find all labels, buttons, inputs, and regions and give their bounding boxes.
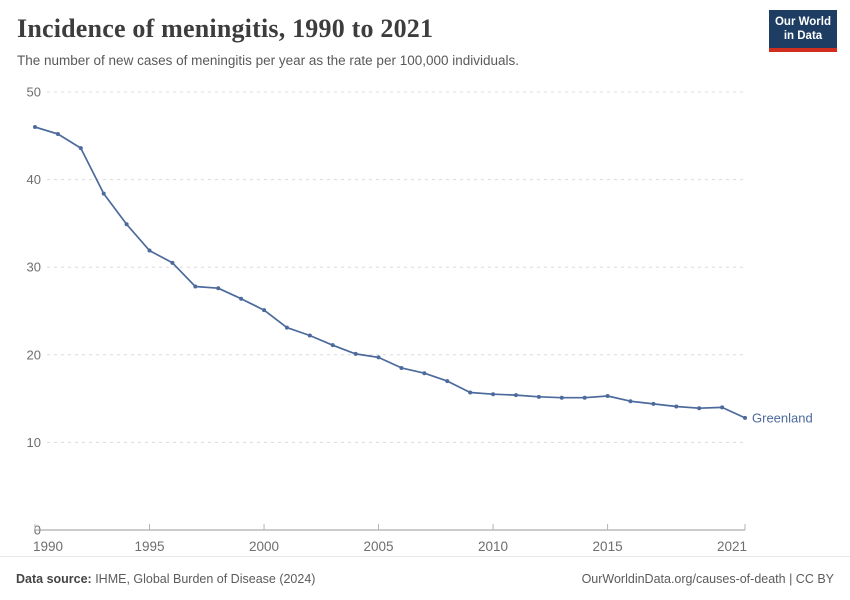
data-source-note: Data source: IHME, Global Burden of Dise… <box>16 572 315 586</box>
data-point <box>445 379 450 384</box>
owid-logo[interactable]: Our World in Data <box>769 10 837 52</box>
y-axis-tick-label: 10 <box>27 435 41 450</box>
y-axis-tick-label: 50 <box>27 85 41 100</box>
x-axis-tick-label: 2010 <box>478 539 508 554</box>
chart-footer: Data source: IHME, Global Burden of Dise… <box>0 556 850 600</box>
data-source-text: IHME, Global Burden of Disease (2024) <box>91 571 316 586</box>
page-title: Incidence of meningitis, 1990 to 2021 <box>17 14 434 43</box>
x-axis-tick-label: 2015 <box>593 539 623 554</box>
data-point <box>376 355 381 360</box>
data-source-label: Data source: <box>16 571 92 586</box>
data-point <box>216 286 221 291</box>
data-point <box>559 395 564 400</box>
y-axis-tick-label: 30 <box>27 260 41 275</box>
data-point <box>170 260 175 265</box>
data-point <box>193 284 198 289</box>
data-point <box>468 390 473 395</box>
y-axis-tick-label: 40 <box>27 172 41 187</box>
data-point <box>399 365 404 370</box>
data-point <box>353 351 358 356</box>
data-point <box>307 333 312 338</box>
data-point <box>628 399 633 404</box>
data-point <box>743 415 747 420</box>
x-axis-tick-label: 2005 <box>364 539 394 554</box>
data-point <box>491 392 496 397</box>
x-axis-tick-label: 2000 <box>249 539 279 554</box>
data-point <box>422 371 427 376</box>
x-axis-tick-label: 1990 <box>33 539 63 554</box>
owid-logo-line2: in Data <box>783 30 823 43</box>
owid-citation-link[interactable]: OurWorldinData.org/causes-of-death | CC … <box>581 571 834 586</box>
data-point <box>330 343 335 348</box>
data-point <box>605 393 610 398</box>
data-point <box>262 308 267 313</box>
data-point <box>33 125 37 130</box>
chart-header: Incidence of meningitis, 1990 to 2021 Th… <box>17 14 750 68</box>
series-end-label-greenland[interactable]: Greenland <box>752 410 813 425</box>
data-point <box>720 405 725 410</box>
y-axis-tick-label: 20 <box>27 347 41 362</box>
data-point <box>536 394 541 399</box>
data-point <box>124 222 129 227</box>
data-point <box>513 393 518 398</box>
data-point <box>582 395 587 400</box>
data-point <box>674 404 679 409</box>
x-axis-tick-label: 1995 <box>134 539 164 554</box>
data-point <box>697 406 702 411</box>
data-point <box>651 401 656 406</box>
owid-logo-line1: Our World <box>774 16 831 28</box>
data-point <box>239 296 244 301</box>
data-point <box>147 248 152 253</box>
data-point <box>101 191 106 196</box>
data-line-greenland <box>34 126 746 419</box>
chart-subtitle: The number of new cases of meningitis pe… <box>17 52 520 68</box>
data-point <box>55 132 60 137</box>
x-axis-tick-label: 2021 <box>717 539 747 554</box>
data-point <box>284 325 289 330</box>
data-point <box>78 146 83 151</box>
